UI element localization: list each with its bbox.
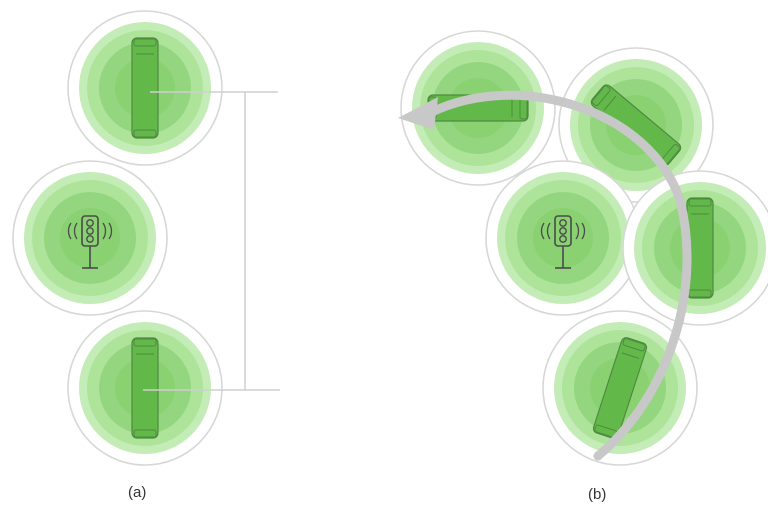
traffic-light-lamp xyxy=(559,219,567,227)
bracket-line xyxy=(143,91,280,391)
signal-wave-icon xyxy=(73,222,78,240)
panel-a-caption: (a) xyxy=(128,484,147,501)
node-vehicle-top xyxy=(67,10,223,166)
signal-core xyxy=(60,208,120,268)
traffic-light-lamp xyxy=(86,227,94,235)
vehicle-windshield xyxy=(621,352,640,359)
node-traffic-light xyxy=(485,160,641,316)
traffic-light-lamp xyxy=(559,227,567,235)
signal-wave-icon xyxy=(102,222,107,240)
vehicle-rear-bumper xyxy=(133,429,157,438)
traffic-light-lamp xyxy=(559,235,567,243)
traffic-light-lamp xyxy=(86,235,94,243)
traffic-light-lamp xyxy=(86,219,94,227)
traffic-light-icon xyxy=(540,215,586,269)
vehicle-front-bumper xyxy=(688,198,712,207)
vehicle-icon xyxy=(592,337,648,439)
vehicle-body xyxy=(131,337,159,439)
signal-wave-icon xyxy=(67,222,72,240)
node-vehicle-left xyxy=(400,30,556,186)
vehicle-front-bumper xyxy=(591,85,611,107)
node-vehicle-right xyxy=(622,170,768,326)
rotation-arrow-shaft xyxy=(427,90,692,461)
signal-wave-icon xyxy=(108,222,113,240)
vehicle-body xyxy=(131,37,159,139)
node-vehicle-upper-right xyxy=(558,47,714,203)
node-traffic-light xyxy=(12,160,168,316)
panel-b xyxy=(398,30,768,466)
signal-wave-icon xyxy=(546,222,551,240)
traffic-light-icon xyxy=(67,215,113,269)
vehicle-front-bumper xyxy=(133,338,157,347)
vehicle-front-bumper xyxy=(622,338,646,352)
node-vehicle-bottom xyxy=(67,310,223,466)
vehicle-rear-bumper xyxy=(133,129,157,138)
vehicle-windshield xyxy=(603,95,617,111)
signal-wave-icon xyxy=(575,222,580,240)
signal-core xyxy=(533,208,593,268)
vehicle-icon xyxy=(131,37,159,139)
rotation-arrowhead xyxy=(398,97,438,130)
panel-a xyxy=(12,10,280,466)
vehicle-icon xyxy=(131,337,159,439)
vehicle-body xyxy=(592,337,648,439)
signal-wave-icon xyxy=(540,222,545,240)
panel-b-caption: (b) xyxy=(588,486,607,503)
vehicle-front-bumper xyxy=(133,38,157,47)
signal-wave-icon xyxy=(581,222,586,240)
node-vehicle-bottom xyxy=(542,310,698,466)
curved-arrow-icon xyxy=(398,90,692,461)
vehicle-icon xyxy=(686,197,714,299)
